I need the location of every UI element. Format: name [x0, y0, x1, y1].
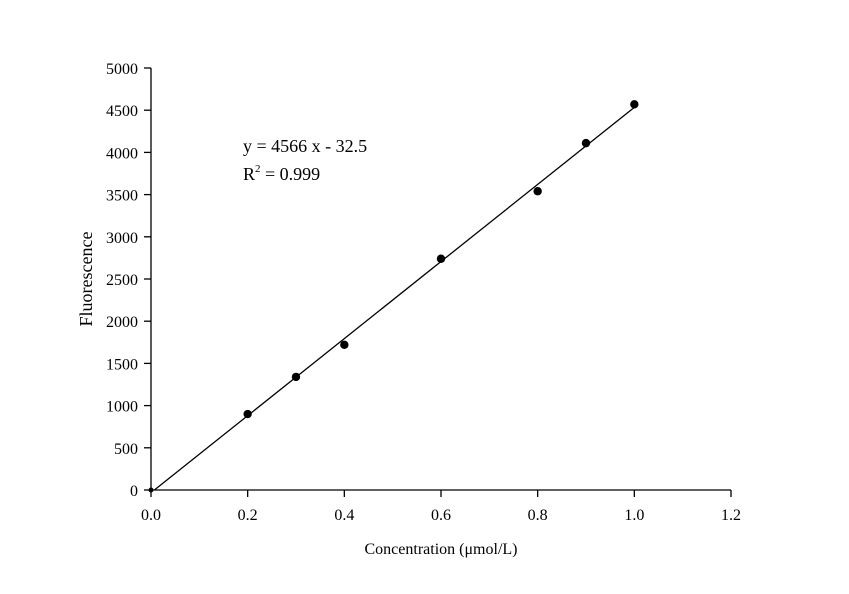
y-axis-label: Fluorescence — [76, 232, 96, 327]
data-point — [436, 254, 446, 263]
x-axis-label: Concentration (μmol/L) — [365, 541, 518, 558]
y-tick-label: 3500 — [106, 188, 138, 205]
data-point — [243, 409, 252, 419]
x-tick-label: 1.0 — [624, 507, 644, 524]
equation-label: y = 4566 x - 32.5 — [243, 136, 367, 156]
y-tick-label: 2000 — [106, 314, 138, 331]
fit-line — [153, 106, 635, 491]
y-tick-label: 4500 — [106, 103, 138, 120]
x-tick-label: 1.2 — [721, 507, 741, 524]
y-tick-label: 5000 — [106, 61, 138, 78]
y-tick-label: 500 — [114, 441, 138, 458]
x-tick-label: 0.6 — [431, 507, 451, 524]
y-tick-label: 0 — [130, 483, 138, 500]
data-point — [291, 372, 301, 382]
y-tick-label: 1000 — [106, 399, 138, 416]
y-tick-label: 2500 — [106, 272, 138, 289]
y-tick-label: 4000 — [106, 145, 138, 162]
data-marks — [148, 100, 639, 493]
y-tick-label: 1500 — [106, 356, 138, 373]
data-point — [148, 487, 154, 493]
data-point — [581, 138, 591, 148]
x-tick-label: 0.0 — [141, 507, 161, 524]
x-tick-label: 0.2 — [238, 507, 258, 524]
y-tick-label: 3000 — [106, 230, 138, 247]
data-point — [630, 100, 639, 109]
data-point — [340, 340, 349, 350]
axes: 0.0 0.2 0.4 0.6 0.8 1.0 1.2 0 500 1000 1500 2000 250… — [106, 61, 741, 524]
x-tick-label: 0.4 — [334, 507, 354, 524]
r2-label: R2 = 0.999 — [243, 163, 320, 184]
data-point — [533, 187, 542, 196]
x-tick-label: 0.8 — [528, 507, 548, 524]
